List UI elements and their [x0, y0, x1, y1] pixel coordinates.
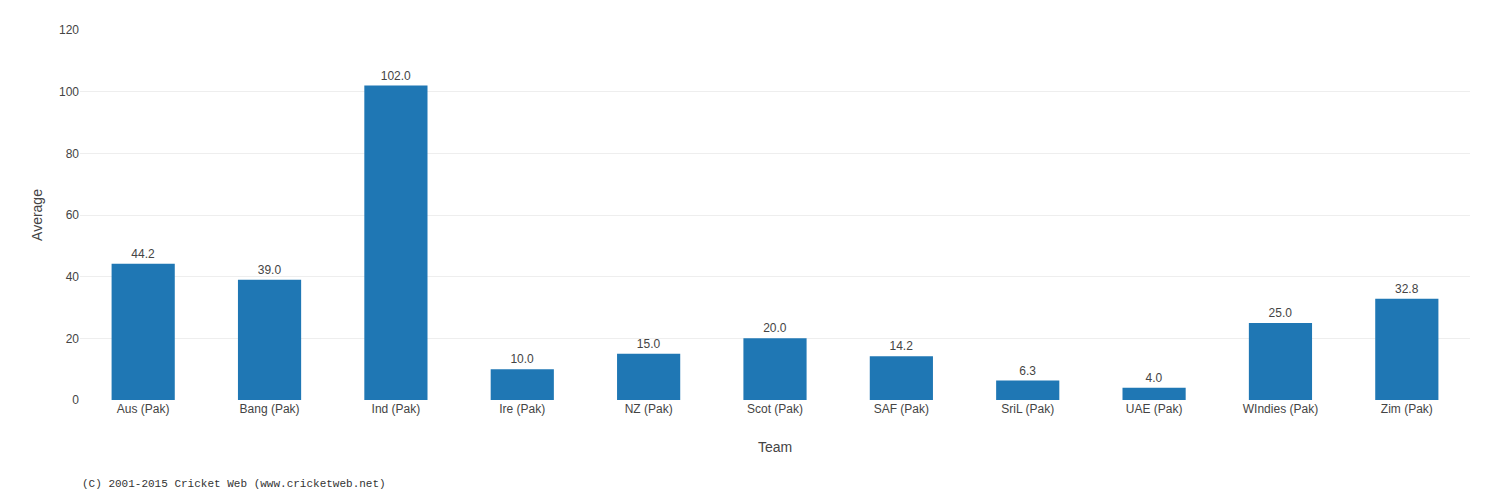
- svg-text:(C) 2001-2015 Cricket Web (www: (C) 2001-2015 Cricket Web (www.cricketwe…: [82, 478, 386, 490]
- svg-text:WIndies (Pak): WIndies (Pak): [1243, 402, 1318, 416]
- svg-text:80: 80: [66, 147, 80, 161]
- svg-text:39.0: 39.0: [258, 263, 282, 277]
- svg-text:40: 40: [66, 270, 80, 284]
- svg-text:Aus (Pak): Aus (Pak): [117, 402, 170, 416]
- svg-text:0: 0: [72, 393, 79, 407]
- svg-text:4.0: 4.0: [1146, 371, 1163, 385]
- svg-text:Team: Team: [758, 439, 792, 455]
- svg-text:SriL (Pak): SriL (Pak): [1001, 402, 1054, 416]
- svg-text:60: 60: [66, 208, 80, 222]
- svg-text:10.0: 10.0: [510, 352, 534, 366]
- svg-text:25.0: 25.0: [1269, 306, 1293, 320]
- svg-text:32.8: 32.8: [1395, 282, 1419, 296]
- svg-text:14.2: 14.2: [890, 339, 914, 353]
- svg-text:6.3: 6.3: [1019, 364, 1036, 378]
- svg-text:44.2: 44.2: [131, 247, 155, 261]
- svg-text:Bang (Pak): Bang (Pak): [240, 402, 300, 416]
- svg-text:UAE (Pak): UAE (Pak): [1126, 402, 1183, 416]
- svg-text:102.0: 102.0: [381, 69, 411, 83]
- svg-text:NZ (Pak): NZ (Pak): [625, 402, 673, 416]
- svg-text:20.0: 20.0: [763, 321, 787, 335]
- svg-text:120: 120: [59, 23, 79, 37]
- svg-text:Average: Average: [29, 189, 45, 241]
- svg-text:Zim (Pak): Zim (Pak): [1381, 402, 1433, 416]
- svg-text:SAF (Pak): SAF (Pak): [874, 402, 929, 416]
- svg-text:20: 20: [66, 332, 80, 346]
- svg-text:Scot (Pak): Scot (Pak): [747, 402, 803, 416]
- svg-text:15.0: 15.0: [637, 337, 661, 351]
- svg-text:100: 100: [59, 85, 79, 99]
- svg-text:Ind (Pak): Ind (Pak): [372, 402, 421, 416]
- svg-text:Ire (Pak): Ire (Pak): [499, 402, 545, 416]
